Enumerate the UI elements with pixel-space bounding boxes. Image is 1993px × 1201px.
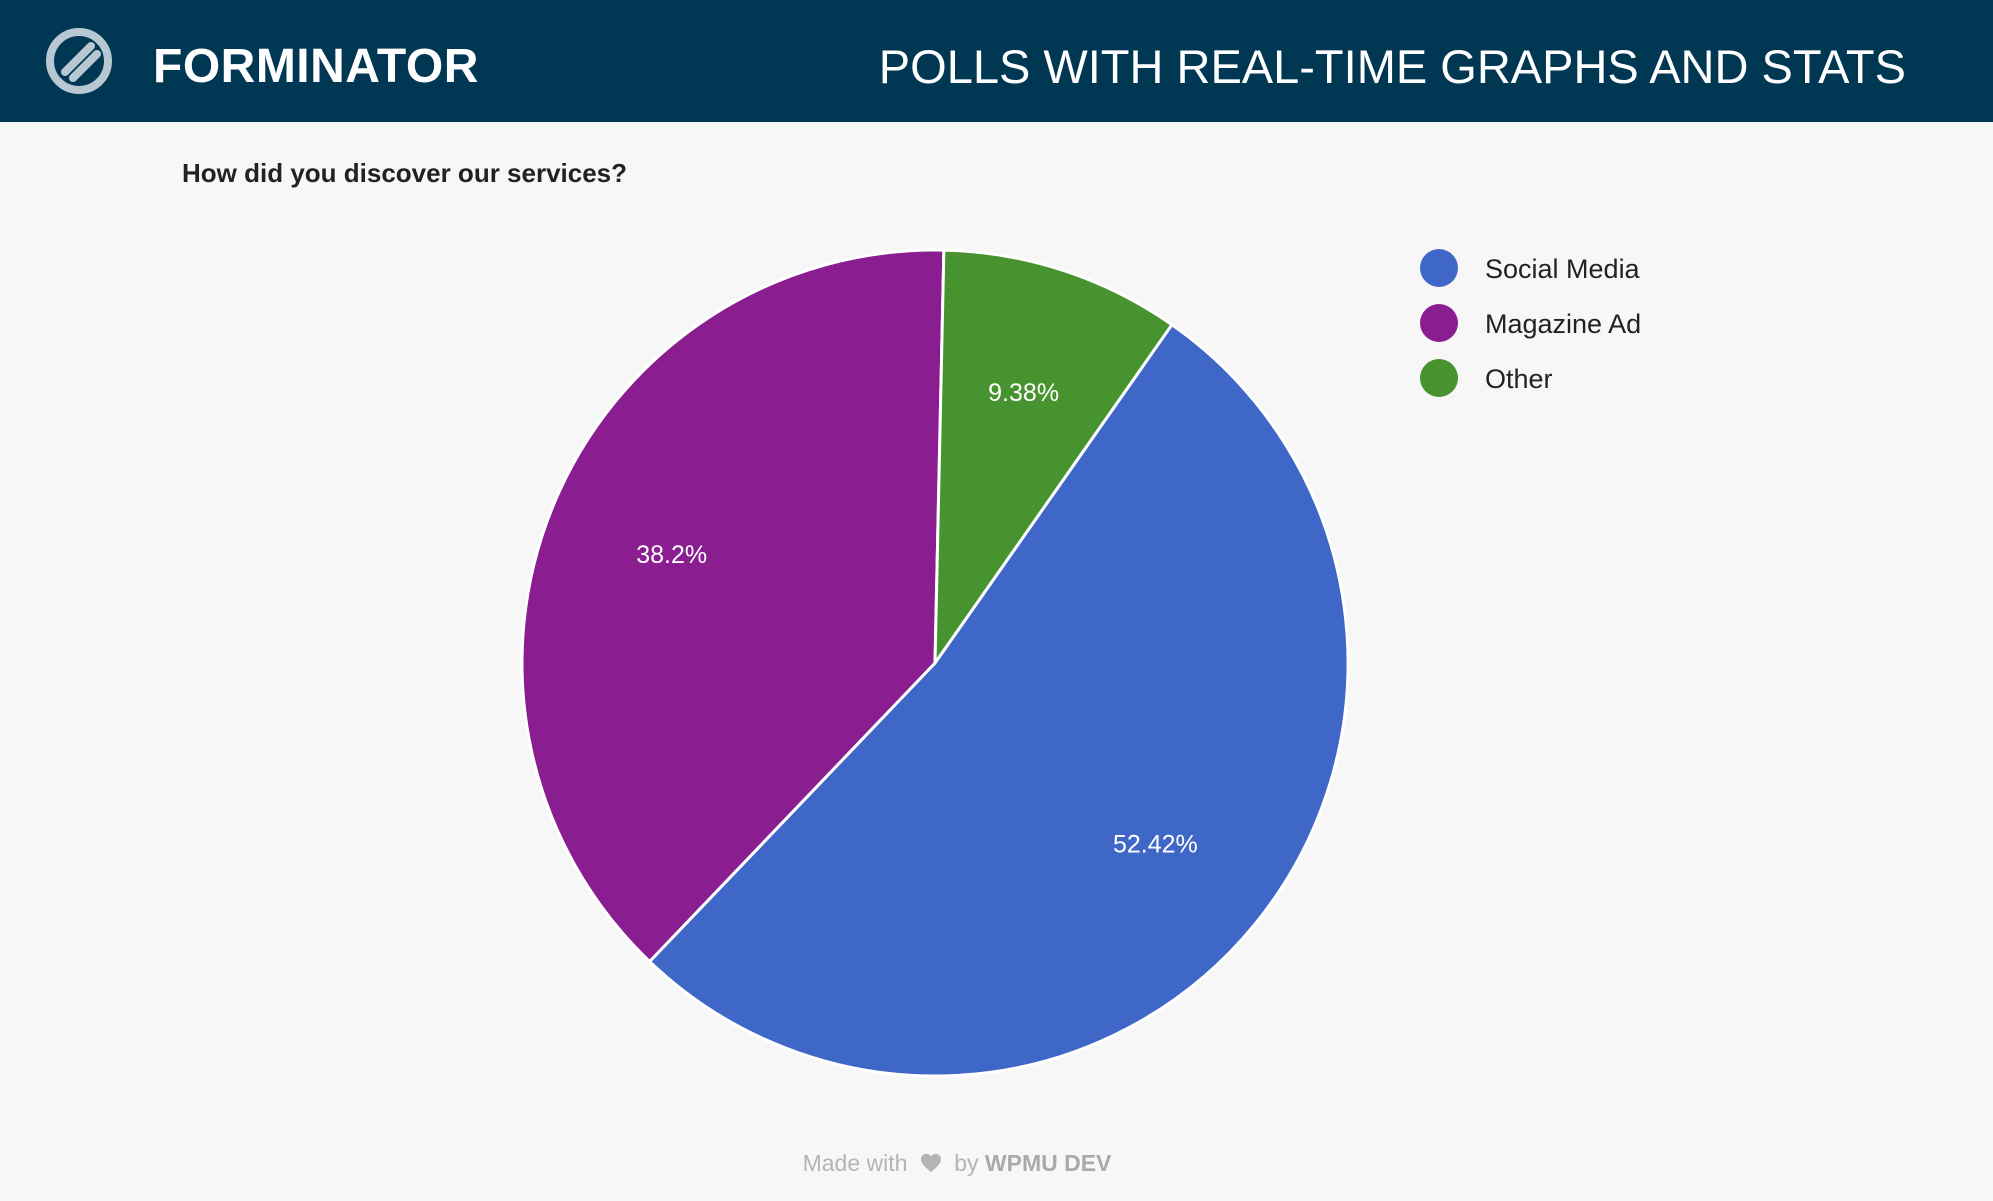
brand-name: FORMINATOR: [153, 40, 479, 93]
legend-swatch-magazine-ad: [1420, 304, 1458, 342]
legend-label-magazine-ad: Magazine Ad: [1485, 309, 1641, 339]
forminator-logo-icon: [46, 28, 112, 94]
legend-label-other: Other: [1485, 364, 1553, 394]
footer-by: by: [954, 1150, 979, 1176]
legend: Social Media Magazine Ad Other: [1420, 249, 1641, 397]
slice-label-magazine-ad: 38.2%: [636, 541, 707, 569]
legend-swatch-other: [1420, 359, 1458, 397]
footer-made-with: Made with: [802, 1150, 908, 1176]
legend-item-magazine-ad[interactable]: Magazine Ad: [1420, 304, 1641, 342]
header-tagline: POLLS WITH REAL-TIME GRAPHS AND STATS: [878, 40, 1906, 93]
footer-company: WPMU DEV: [984, 1150, 1112, 1176]
legend-swatch-social-media: [1420, 249, 1458, 287]
pie-slices: [520, 248, 1350, 1078]
pie-slice-labels: 52.42% 38.2% 9.38%: [636, 379, 1198, 859]
legend-item-other[interactable]: Other: [1420, 359, 1553, 397]
heart-icon: [920, 1153, 941, 1173]
pie-slice-magazine-ad[interactable]: [520, 248, 946, 964]
slice-label-social-media: 52.42%: [1113, 831, 1198, 859]
header: FORMINATOR POLLS WITH REAL-TIME GRAPHS A…: [0, 0, 1993, 122]
pie-slice-other[interactable]: [933, 248, 1174, 665]
slice-label-other: 9.38%: [988, 379, 1059, 407]
pie-slice-social-media[interactable]: [648, 323, 1350, 1078]
footer: Made with by WPMU DEV: [0, 1150, 1914, 1177]
legend-item-social-media[interactable]: Social Media: [1420, 249, 1641, 287]
legend-label-social-media: Social Media: [1485, 254, 1641, 284]
poll-question: How did you discover our services?: [182, 158, 628, 188]
